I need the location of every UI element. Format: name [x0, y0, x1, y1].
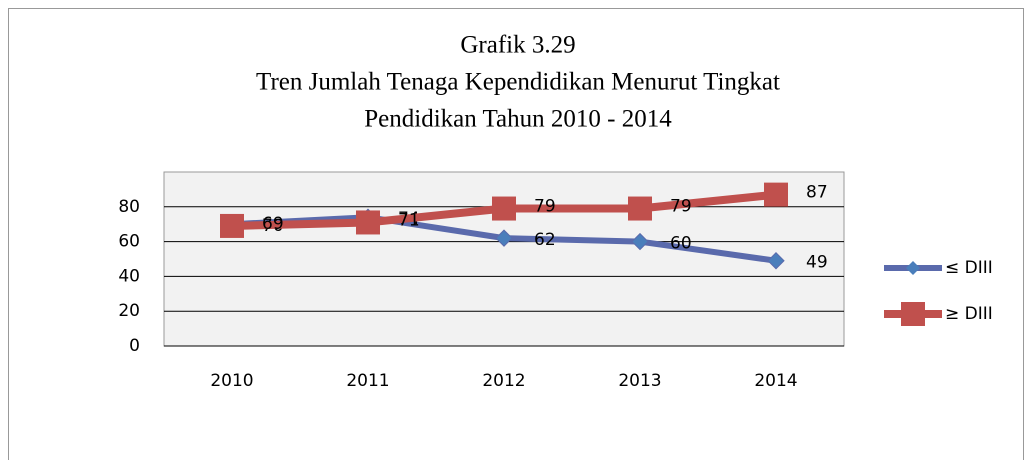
y-tick-label: 40 [118, 266, 140, 286]
data-point [220, 213, 244, 238]
x-tick-label: 2013 [618, 371, 661, 391]
data-point [764, 182, 788, 207]
data-point [495, 229, 513, 247]
data-label: 62 [534, 230, 556, 250]
x-tick-label: 2011 [346, 371, 389, 391]
legend-label: ≥ DIII [945, 304, 993, 324]
data-label: 79 [534, 197, 556, 217]
data-label: 49 [806, 253, 828, 273]
x-tick-label: 2010 [210, 371, 253, 391]
data-label: 87 [806, 183, 828, 203]
y-tick-label: 0 [129, 336, 140, 356]
legend-item: ≥ DIII [884, 302, 993, 326]
legend-label: ≤ DIII [945, 258, 993, 278]
y-tick-label: 80 [118, 197, 140, 217]
y-tick-label: 20 [118, 301, 140, 321]
data-label: 69 [262, 214, 284, 234]
legend-item: ≤ DIII [884, 258, 993, 278]
data-point [628, 196, 652, 221]
data-point [767, 252, 785, 270]
x-tick-label: 2014 [754, 371, 797, 391]
x-tick-label: 2012 [482, 371, 525, 391]
chart-title: Pendidikan Tahun 2010 - 2014 [364, 106, 672, 133]
chart-title: Tren Jumlah Tenaga Kependidikan Menurut … [256, 69, 780, 96]
data-point [356, 210, 380, 235]
data-point [631, 232, 649, 251]
data-label: 71 [398, 210, 420, 230]
title: Grafik 3.29 Tren Jumlah Tenaga Kependidik… [256, 32, 780, 133]
legend-marker [906, 261, 920, 275]
data-label: 60 [670, 234, 692, 254]
y-tick-label: 60 [118, 232, 140, 252]
data-label: 79 [670, 197, 692, 217]
chart-title: Grafik 3.29 [460, 32, 575, 59]
legend-marker [901, 302, 925, 326]
data-point [492, 196, 516, 221]
